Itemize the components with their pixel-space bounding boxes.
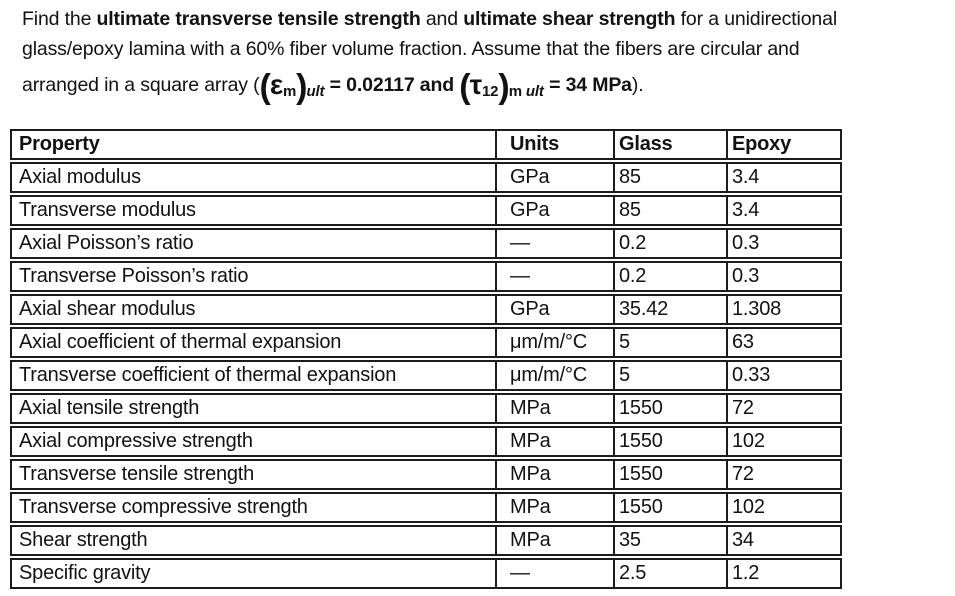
cell-property: Transverse tensile strength [10, 459, 495, 490]
table-row: Specific gravity —2.5 1.2 [10, 558, 842, 589]
table-header: Property Units Glass Epoxy [10, 129, 842, 160]
text-segment: m [282, 83, 297, 100]
table-row: Transverse Poisson’s ratio —0.2 0.3 [10, 261, 842, 292]
text-segment: ε [269, 69, 283, 100]
cell-epoxy: 72 [726, 393, 842, 424]
cell-epoxy: 3.4 [726, 195, 842, 226]
problem-statement: Find the ultimate transverse tensile str… [22, 4, 952, 106]
cell-glass: 0.2 [613, 228, 726, 259]
cell-epoxy: 34 [726, 525, 842, 556]
text-segment: 12 [481, 83, 499, 100]
text-segment: ) [498, 68, 509, 106]
text-segment: m [508, 83, 526, 100]
text-segment: ( [459, 68, 470, 106]
cell-units: MPa [495, 459, 613, 490]
table-row: Transverse modulus GPa 85 3.4 [10, 195, 842, 226]
cell-units: — [495, 558, 613, 589]
cell-glass: 5 [613, 327, 726, 358]
cell-glass: 0.2 [613, 261, 726, 292]
cell-epoxy: 1.308 [726, 294, 842, 325]
text-segment: for a unidirectional [675, 8, 838, 30]
cell-epoxy: 102 [726, 492, 842, 523]
problem-line-1: Find the ultimate transverse tensile str… [22, 4, 952, 34]
cell-property: Axial tensile strength [10, 393, 495, 424]
table-row: Transverse tensile strength MPa 1550 72 [10, 459, 842, 490]
cell-property: Axial compressive strength [10, 426, 495, 457]
cell-epoxy: 3.4 [726, 162, 842, 193]
cell-epoxy: 0.33 [726, 360, 842, 391]
cell-units: GPa [495, 294, 613, 325]
cell-units: MPa [495, 426, 613, 457]
text-segment: ). [631, 74, 644, 96]
text-segment: ultimate shear strength [463, 8, 676, 30]
cell-units: MPa [495, 492, 613, 523]
text-segment: τ [469, 69, 483, 100]
cell-units: MPa [495, 393, 613, 424]
cell-glass: 35 [613, 525, 726, 556]
cell-units: μm/m/°C [495, 327, 613, 358]
cell-property: Axial modulus [10, 162, 495, 193]
text-segment: and [420, 8, 464, 30]
cell-property: Axial coefficient of thermal expansion [10, 327, 495, 358]
cell-property: Specific gravity [10, 558, 495, 589]
cell-glass: 1550 [613, 459, 726, 490]
properties-table: Property Units Glass Epoxy Axial modulus GPa… [10, 127, 842, 591]
cell-glass: 85 [613, 195, 726, 226]
cell-glass: 35.42 [613, 294, 726, 325]
cell-glass: 2.5 [613, 558, 726, 589]
table-row: Axial Poisson’s ratio —0.2 0.3 [10, 228, 842, 259]
cell-units: — [495, 228, 613, 259]
table-row: Transverse coefficient of thermal expans… [10, 360, 842, 391]
problem-line-3: arranged in a square array ((εm)ult = 0.… [22, 65, 952, 106]
text-segment: ( [259, 68, 271, 106]
cell-property: Shear strength [10, 525, 495, 556]
table-row: Axial compressive strength MPa 1550 102 [10, 426, 842, 457]
cell-units: — [495, 261, 613, 292]
cell-epoxy: 102 [726, 426, 842, 457]
column-header-units: Units [495, 129, 613, 160]
column-header-epoxy: Epoxy [726, 129, 842, 160]
cell-epoxy: 63 [726, 327, 842, 358]
cell-epoxy: 0.3 [726, 228, 842, 259]
table-row: Axial tensile strength MPa 1550 72 [10, 393, 842, 424]
cell-epoxy: 0.3 [726, 261, 842, 292]
column-header-glass: Glass [613, 129, 726, 160]
cell-glass: 1550 [613, 426, 726, 457]
text-segment: = 0.02117 and [324, 74, 460, 96]
table-row: Axial modulus GPa 85 3.4 [10, 162, 842, 193]
cell-property: Transverse modulus [10, 195, 495, 226]
cell-epoxy: 1.2 [726, 558, 842, 589]
cell-units: μm/m/°C [495, 360, 613, 391]
cell-units: MPa [495, 525, 613, 556]
text-segment: ultimate transverse tensile strength [96, 8, 421, 30]
table-row: Shear strength MPa 35 34 [10, 525, 842, 556]
cell-property: Transverse Poisson’s ratio [10, 261, 495, 292]
cell-units: GPa [495, 195, 613, 226]
table-row: Transverse compressive strength MPa 1550 10… [10, 492, 842, 523]
problem-line-2: glass/epoxy lamina with a 60% fiber volu… [22, 34, 952, 64]
text-segment: ult [525, 83, 544, 100]
cell-property: Transverse coefficient of thermal expans… [10, 360, 495, 391]
text-segment: ) [296, 68, 307, 106]
text-segment: glass/epoxy lamina with a 60% fiber volu… [22, 38, 800, 60]
cell-property: Axial Poisson’s ratio [10, 228, 495, 259]
cell-units: GPa [495, 162, 613, 193]
text-segment: arranged in a square array ( [22, 74, 260, 96]
table-row: Axial coefficient of thermal expansion μm… [10, 327, 842, 358]
table-body: Axial modulus GPa 85 3.4 Transverse modulus G… [10, 162, 842, 589]
text-segment: = 34 MPa [543, 74, 632, 96]
cell-glass: 1550 [613, 492, 726, 523]
header-row: Property Units Glass Epoxy [10, 129, 842, 160]
table-row: Axial shear modulus GPa 35.42 1.308 [10, 294, 842, 325]
cell-glass: 1550 [613, 393, 726, 424]
text-segment: Find the [22, 8, 97, 30]
cell-glass: 85 [613, 162, 726, 193]
column-header-property: Property [10, 129, 495, 160]
cell-property: Axial shear modulus [10, 294, 495, 325]
text-segment: ult [306, 83, 325, 100]
cell-property: Transverse compressive strength [10, 492, 495, 523]
cell-epoxy: 72 [726, 459, 842, 490]
cell-glass: 5 [613, 360, 726, 391]
